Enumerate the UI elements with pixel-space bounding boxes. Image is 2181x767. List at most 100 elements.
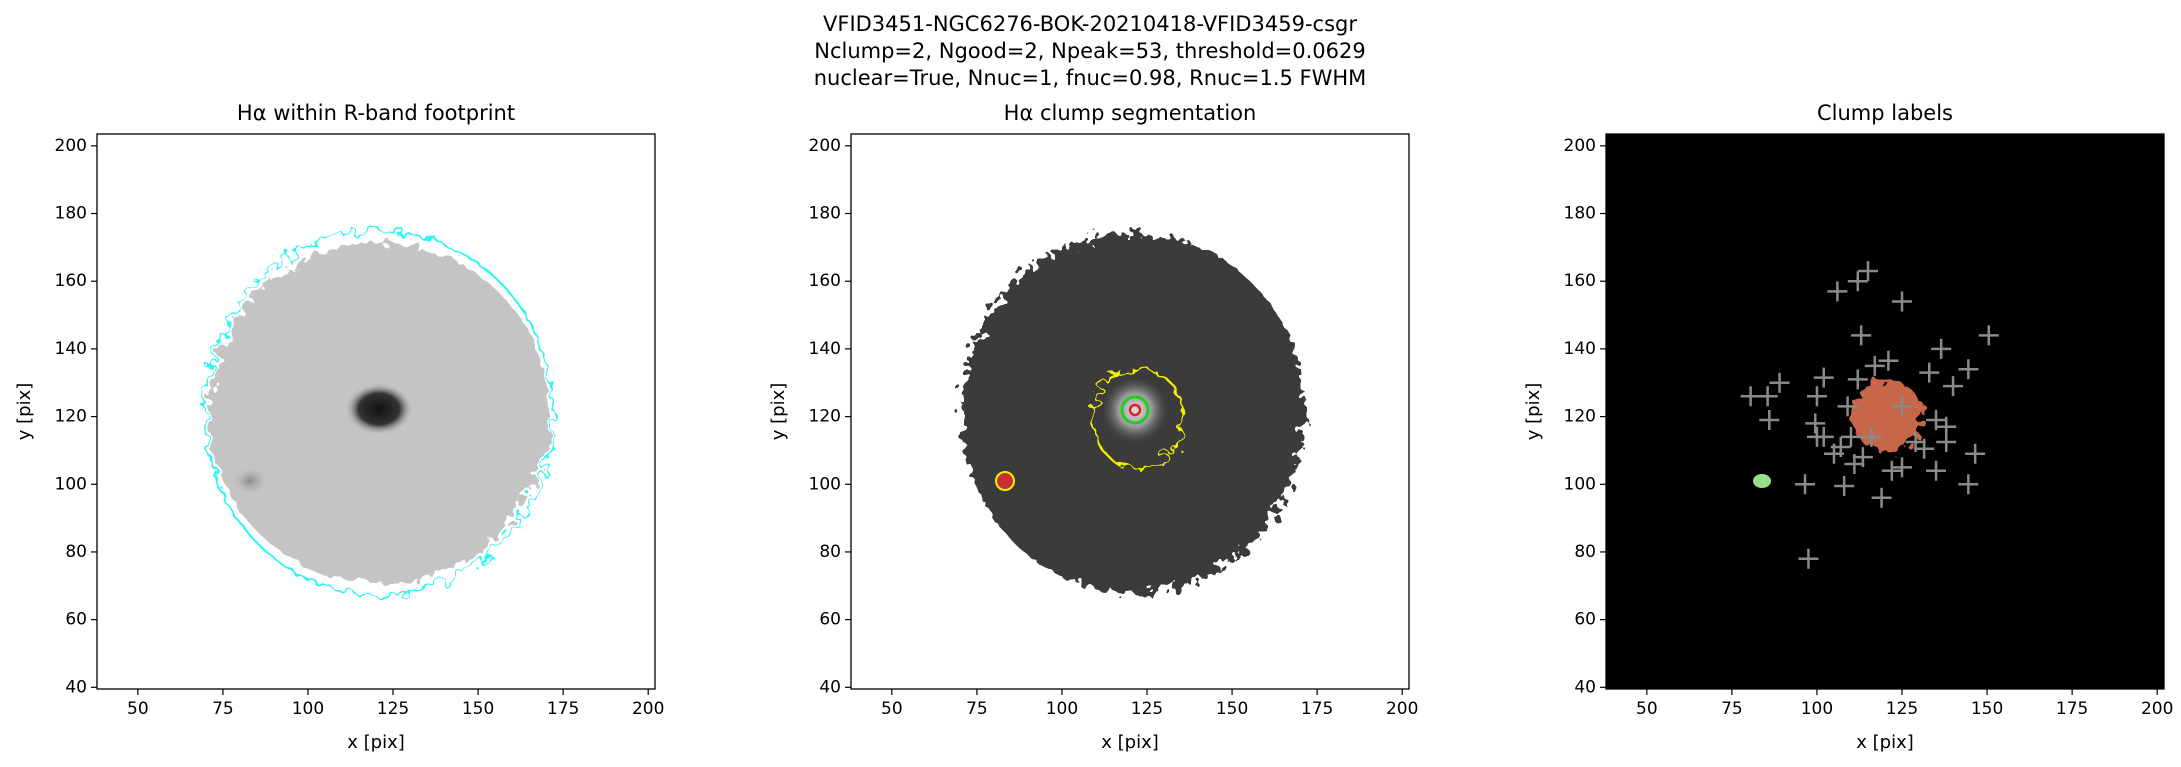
axes-title: Hα within R-band footprint <box>237 101 515 125</box>
axes-title: Hα clump segmentation <box>1004 101 1257 125</box>
x-tick-label: 50 <box>881 699 903 719</box>
y-tick-label: 120 <box>809 407 841 427</box>
peak-marker <box>1857 261 1878 282</box>
axes-frame <box>1605 133 2165 690</box>
peak-marker <box>1965 443 1986 464</box>
peak-marker <box>1864 355 1885 376</box>
y-tick-label: 120 <box>55 407 87 427</box>
axes-frame <box>850 133 1410 690</box>
y-tick-label: 40 <box>819 677 841 697</box>
peak-marker <box>1798 548 1819 569</box>
axes-title: Clump labels <box>1817 101 1953 125</box>
peak-marker <box>1958 474 1979 495</box>
y-tick-label: 60 <box>65 610 87 630</box>
peak-marker <box>1861 426 1882 447</box>
y-tick-label: 120 <box>1564 407 1596 427</box>
y-tick-label: 80 <box>819 542 841 562</box>
x-tick-label: 175 <box>547 699 579 719</box>
x-tick-label: 200 <box>632 699 664 719</box>
x-tick-label: 75 <box>966 699 988 719</box>
peak-marker <box>1914 438 1935 459</box>
y-tick-label: 200 <box>809 136 841 156</box>
x-tick-label: 100 <box>1801 699 1833 719</box>
y-tick-label: 40 <box>1574 677 1596 697</box>
x-tick-label: 175 <box>2056 699 2088 719</box>
peak-marker <box>1805 413 1826 434</box>
peak-marker <box>1892 291 1913 312</box>
x-axis-label: x [pix] <box>1101 732 1159 753</box>
peak-marker <box>1834 475 1855 496</box>
x-tick-label: 75 <box>1721 699 1743 719</box>
x-tick-label: 175 <box>1301 699 1333 719</box>
x-tick-label: 125 <box>377 699 409 719</box>
y-tick-label: 140 <box>55 339 87 359</box>
peak-marker <box>1851 325 1872 346</box>
y-tick-label: 60 <box>1574 610 1596 630</box>
peak-marker <box>1806 386 1827 407</box>
x-axis-label: x [pix] <box>347 732 405 753</box>
x-axis-label: x [pix] <box>1856 732 1914 753</box>
y-tick-label: 100 <box>55 474 87 494</box>
peak-marker <box>1892 457 1913 478</box>
peak-marker <box>1871 487 1892 508</box>
x-tick-label: 100 <box>292 699 324 719</box>
y-tick-label: 180 <box>809 204 841 224</box>
peak-marker <box>1847 271 1868 292</box>
peak-marker <box>1919 362 1940 383</box>
y-tick-label: 60 <box>819 610 841 630</box>
y-tick-label: 100 <box>809 474 841 494</box>
x-tick-label: 200 <box>1386 699 1418 719</box>
figure-title: VFID3451-NGC6276-BOK-20210418-VFID3459-c… <box>823 12 1357 36</box>
figure-title: Nclump=2, Ngood=2, Npeak=53, threshold=0… <box>814 39 1366 63</box>
x-tick-label: 125 <box>1131 699 1163 719</box>
x-tick-label: 150 <box>1971 699 2003 719</box>
peak-marker <box>1943 376 1964 397</box>
figure-title: nuclear=True, Nnuc=1, fnuc=0.98, Rnuc=1.… <box>814 66 1367 90</box>
peak-marker <box>1813 367 1834 388</box>
peak-marker <box>1878 350 1899 371</box>
peak-marker <box>1823 443 1844 464</box>
peak-marker <box>1844 453 1865 474</box>
x-tick-label: 200 <box>2141 699 2173 719</box>
y-tick-label: 200 <box>55 136 87 156</box>
x-tick-label: 50 <box>1636 699 1658 719</box>
peak-marker <box>1795 474 1816 495</box>
y-tick-label: 160 <box>809 271 841 291</box>
y-tick-label: 140 <box>809 339 841 359</box>
x-tick-label: 150 <box>462 699 494 719</box>
peak-marker <box>1936 431 1957 452</box>
image <box>1606 134 2164 689</box>
x-tick-label: 75 <box>212 699 234 719</box>
y-axis-label: y [pix] <box>1523 383 1544 441</box>
peak-marker <box>1847 369 1868 390</box>
peak-marker <box>1837 396 1858 417</box>
y-tick-label: 180 <box>1564 204 1596 224</box>
peak-marker <box>1926 460 1947 481</box>
x-tick-label: 100 <box>1046 699 1078 719</box>
y-tick-label: 100 <box>1564 474 1596 494</box>
peak-marker <box>1881 460 1902 481</box>
peak-marker <box>1926 409 1947 430</box>
peak-marker <box>1740 386 1761 407</box>
peak-marker <box>1806 426 1827 447</box>
image <box>97 134 655 689</box>
x-tick-label: 150 <box>1216 699 1248 719</box>
y-tick-label: 200 <box>1564 136 1596 156</box>
y-tick-label: 180 <box>55 204 87 224</box>
y-tick-label: 80 <box>65 542 87 562</box>
peak-marker <box>1978 325 1999 346</box>
x-tick-label: 125 <box>1886 699 1918 719</box>
y-tick-label: 40 <box>65 677 87 697</box>
y-axis-label: y [pix] <box>14 383 35 441</box>
peak-marker <box>1769 372 1790 393</box>
peak-marker <box>1958 359 1979 380</box>
y-tick-label: 160 <box>1564 271 1596 291</box>
y-tick-label: 80 <box>1574 542 1596 562</box>
peak-marker <box>1757 386 1778 407</box>
peak-marker <box>1827 281 1848 302</box>
peak-marker <box>1759 409 1780 430</box>
axes-frame <box>96 133 656 690</box>
peak-marker <box>1840 426 1861 447</box>
y-axis-label: y [pix] <box>768 383 789 441</box>
